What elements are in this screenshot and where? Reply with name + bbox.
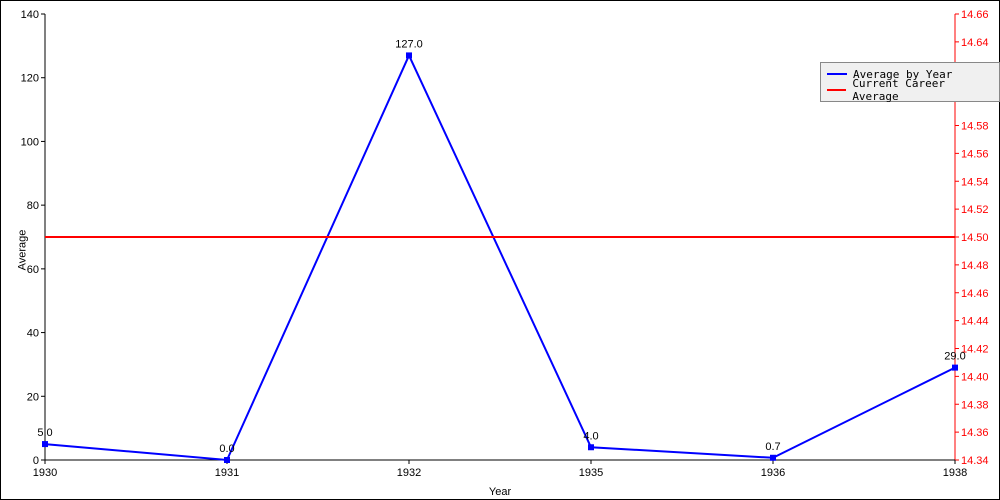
- svg-text:14.34: 14.34: [961, 455, 989, 467]
- legend-label: Current Career Average: [852, 77, 993, 103]
- svg-text:29.0: 29.0: [944, 351, 965, 363]
- svg-text:14.46: 14.46: [961, 288, 989, 300]
- svg-text:14.40: 14.40: [961, 371, 989, 383]
- svg-text:1936: 1936: [761, 467, 785, 479]
- svg-text:14.66: 14.66: [961, 9, 989, 21]
- svg-text:140: 140: [21, 9, 39, 21]
- x-axis-label: Year: [489, 486, 511, 498]
- svg-text:5.0: 5.0: [37, 427, 52, 439]
- svg-text:1935: 1935: [579, 467, 603, 479]
- svg-text:14.58: 14.58: [961, 121, 989, 133]
- svg-text:14.54: 14.54: [961, 176, 989, 188]
- svg-text:1932: 1932: [397, 467, 421, 479]
- legend: Average by YearCurrent Career Average: [820, 62, 1000, 102]
- svg-text:80: 80: [27, 200, 39, 212]
- svg-text:14.64: 14.64: [961, 37, 989, 49]
- svg-text:0.0: 0.0: [219, 443, 234, 455]
- svg-text:14.56: 14.56: [961, 148, 989, 160]
- svg-text:14.44: 14.44: [961, 316, 989, 328]
- svg-text:60: 60: [27, 264, 39, 276]
- svg-text:100: 100: [21, 136, 39, 148]
- svg-text:14.48: 14.48: [961, 260, 989, 272]
- chart-container: 0 20 40 60 80 100 120 140 14.34 14.36 14.38 14.40 14…: [0, 0, 1000, 500]
- svg-text:20: 20: [27, 391, 39, 403]
- svg-text:4.0: 4.0: [583, 430, 598, 442]
- svg-text:14.36: 14.36: [961, 427, 989, 439]
- svg-text:14.38: 14.38: [961, 399, 989, 411]
- y-axis-label: Average: [16, 230, 28, 271]
- svg-text:1930: 1930: [33, 467, 57, 479]
- svg-text:120: 120: [21, 73, 39, 85]
- svg-text:14.52: 14.52: [961, 204, 989, 216]
- svg-text:14.50: 14.50: [961, 232, 989, 244]
- legend-swatch: [827, 89, 846, 91]
- svg-text:127.0: 127.0: [395, 38, 423, 50]
- svg-text:40: 40: [27, 328, 39, 340]
- svg-text:1931: 1931: [215, 467, 239, 479]
- legend-swatch: [827, 73, 847, 75]
- svg-text:0.7: 0.7: [765, 441, 780, 453]
- legend-item: Current Career Average: [827, 82, 993, 98]
- svg-text:1938: 1938: [943, 467, 967, 479]
- svg-text:0: 0: [33, 455, 39, 467]
